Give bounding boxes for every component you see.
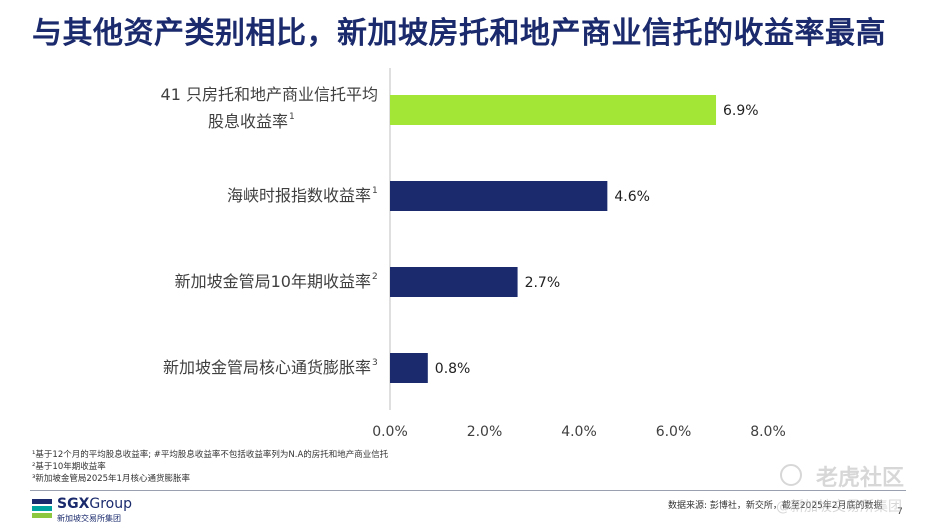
x-tick-label-4: 6.0%	[656, 424, 692, 440]
category-label-1-line2: 股息收益率	[208, 112, 288, 131]
footer-divider	[30, 490, 906, 491]
category-label-3: 新加坡金管局10年期收益率	[175, 272, 371, 291]
footnote-1: ¹基于12个月的平均股息收益率; #平均股息收益率不包括收益率列为N.A的房托和…	[32, 450, 389, 460]
category-sup-1: 1	[289, 112, 295, 122]
data-source: 数据来源: 彭博社，新交所，截至2025年2月底的数据	[668, 501, 883, 511]
value-label-3: 2.7%	[525, 275, 561, 291]
footnotes: ¹基于12个月的平均股息收益率; #平均股息收益率不包括收益率列为N.A的房托和…	[32, 449, 592, 485]
category-label-4: 新加坡金管局核心通货膨胀率	[163, 358, 371, 377]
value-label-4: 0.8%	[435, 361, 471, 377]
x-tick-label-5: 8.0%	[750, 424, 786, 440]
value-label-1: 6.9%	[723, 103, 759, 119]
logo-brand: SGXGroup	[57, 496, 132, 512]
footnote-3: ³新加坡金管局2025年1月核心通货膨胀率	[32, 474, 190, 484]
page-number: 7	[897, 507, 903, 517]
category-label-2: 海峡时报指数收益率	[227, 186, 371, 205]
watermark-sub: @新加坡交易所集团	[776, 499, 902, 515]
footnote-2: ²基于10年期收益率	[32, 462, 106, 472]
sgx-logo: SGXGroup 新加坡交易所集团	[32, 496, 172, 525]
category-sup-3: 2	[372, 272, 378, 282]
x-tick-label-3: 4.0%	[561, 424, 597, 440]
watermark: 老虎社区 @新加坡交易所集团	[776, 458, 916, 522]
logo-subtitle: 新加坡交易所集团	[57, 514, 121, 523]
value-label-2: 4.6%	[614, 189, 650, 205]
category-sup-2: 1	[372, 186, 378, 196]
bar-4	[390, 353, 428, 383]
bar-1	[390, 95, 717, 125]
category-label-1-line1: 41 只房托和地产商业信托平均	[161, 85, 378, 104]
bar-2	[390, 181, 608, 211]
tiger-logo-icon	[780, 464, 802, 486]
watermark-main: 老虎社区	[816, 466, 905, 491]
page-title: 与其他资产类别相比，新加坡房托和地产商业信托的收益率最高	[32, 16, 886, 51]
bar-3	[390, 267, 518, 297]
x-tick-label-2: 2.0%	[467, 424, 503, 440]
sgx-logo-mark-icon	[32, 499, 52, 519]
x-tick-label-1: 0.0%	[372, 424, 408, 440]
category-sup-4: 3	[372, 358, 378, 368]
